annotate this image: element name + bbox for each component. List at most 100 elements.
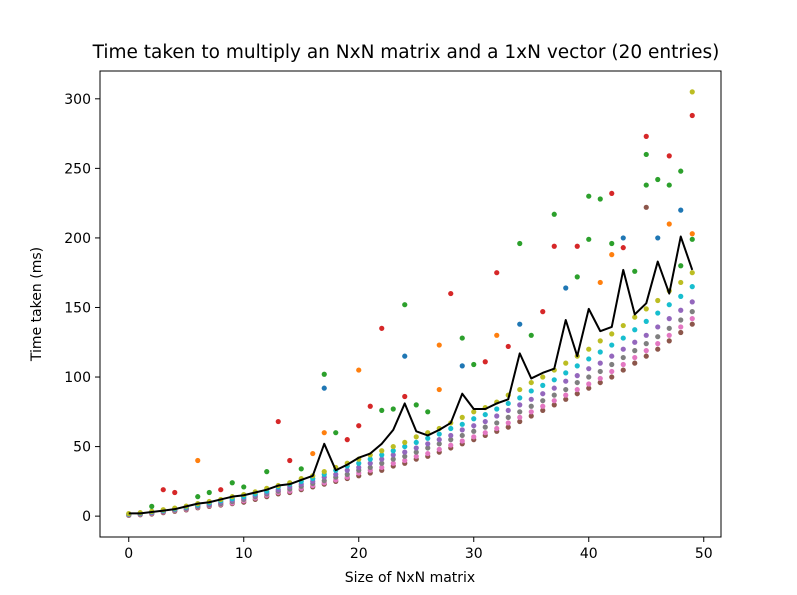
scatter-point <box>413 434 419 440</box>
scatter-point <box>609 374 615 380</box>
scatter-point <box>632 314 638 320</box>
scatter-point <box>574 386 580 393</box>
scatter-point <box>482 359 488 365</box>
scatter-point <box>597 360 603 366</box>
scatter-point <box>310 450 316 457</box>
scatter-point <box>563 386 569 393</box>
scatter-point <box>689 231 695 237</box>
scatter-point <box>494 406 500 412</box>
scatter-point <box>574 243 580 249</box>
scatter-point <box>586 236 592 242</box>
scatter-point <box>528 388 534 394</box>
scatter-point <box>356 460 362 466</box>
scatter-point <box>609 342 615 348</box>
scatter-point <box>574 373 580 379</box>
scatter-point <box>678 324 684 330</box>
scatter-point <box>356 423 362 429</box>
scatter-point <box>471 434 477 440</box>
scatter-point <box>655 346 661 352</box>
scatter-point <box>586 366 592 372</box>
scatter-point <box>643 348 649 354</box>
scatter-point <box>563 378 569 384</box>
scatter-point <box>689 299 695 305</box>
scatter-point <box>597 338 603 344</box>
scatter-point <box>379 452 385 458</box>
y-axis-ticks: 0 50 100 150 200 250 300 <box>64 92 100 525</box>
scatter-point <box>643 133 649 139</box>
scatter-point <box>540 374 546 380</box>
scatter-point <box>586 193 592 199</box>
scatter-point <box>344 467 350 473</box>
scatter-point <box>689 316 695 322</box>
scatter-point <box>344 471 350 477</box>
x-tick-label: 50 <box>695 546 713 562</box>
scatter-point <box>678 329 684 336</box>
scatter-point <box>678 293 684 299</box>
scatter-point <box>367 403 373 409</box>
plot-area-frame <box>99 70 722 538</box>
scatter-point <box>471 416 477 422</box>
scatter-point <box>643 318 649 324</box>
scatter-point <box>586 374 592 380</box>
scatter-point <box>356 367 362 373</box>
scatter-point <box>218 487 224 493</box>
scatter-point <box>390 443 396 450</box>
scatter-point <box>574 274 580 280</box>
scatter-point <box>459 363 465 369</box>
scatter-point <box>678 307 684 313</box>
scatter-point <box>551 398 557 404</box>
scatter-point <box>655 297 661 304</box>
scatter-point <box>402 302 408 308</box>
scatter-point <box>597 196 603 202</box>
scatter-point <box>528 403 534 409</box>
scatter-point <box>540 403 546 409</box>
scatter-point <box>436 441 442 447</box>
scatter-point <box>551 243 557 249</box>
scatter-point <box>505 400 511 407</box>
scatter-point <box>436 437 442 443</box>
scatter-point <box>436 431 442 437</box>
scatter-point <box>620 367 626 373</box>
scatter-point <box>620 361 626 368</box>
scatter-point <box>643 182 649 188</box>
scatter-point <box>413 445 419 451</box>
scatter-point <box>471 428 477 434</box>
scatter-point <box>425 445 431 451</box>
scatter-point <box>390 452 396 458</box>
scatter-point <box>505 420 511 426</box>
scatter-point <box>666 316 672 322</box>
scatter-point <box>482 424 488 430</box>
scatter-point <box>425 409 431 415</box>
scatter-point <box>655 341 661 347</box>
scatter-point <box>494 332 500 338</box>
scatter-point <box>563 370 569 376</box>
scatter-point <box>494 413 500 419</box>
scatter-point <box>643 332 649 338</box>
scatter-point <box>379 325 385 331</box>
scatter-point <box>528 396 534 402</box>
scatter-point <box>206 489 212 496</box>
scatter-point <box>494 270 500 276</box>
scatter-point <box>597 279 603 286</box>
scatter-point <box>528 379 534 386</box>
scatter-point <box>655 235 661 241</box>
scatter-point <box>448 290 454 297</box>
x-tick-label: 10 <box>235 546 253 562</box>
scatter-point <box>344 437 350 443</box>
scatter-point <box>287 457 293 464</box>
scatter-point <box>666 302 672 308</box>
scatter-point <box>689 321 695 327</box>
scatter-point <box>195 494 201 500</box>
scatter-point <box>402 439 408 446</box>
scatter-point <box>540 398 546 404</box>
scatter-point <box>379 460 385 466</box>
scatter-point <box>655 324 661 330</box>
scatter-point <box>551 385 557 391</box>
scatter-point <box>689 89 695 95</box>
scatter-point <box>482 411 488 418</box>
x-tick-label: 20 <box>350 546 368 562</box>
scatter-point <box>540 309 546 315</box>
scatter-point <box>666 332 672 338</box>
scatter-point <box>517 402 523 408</box>
